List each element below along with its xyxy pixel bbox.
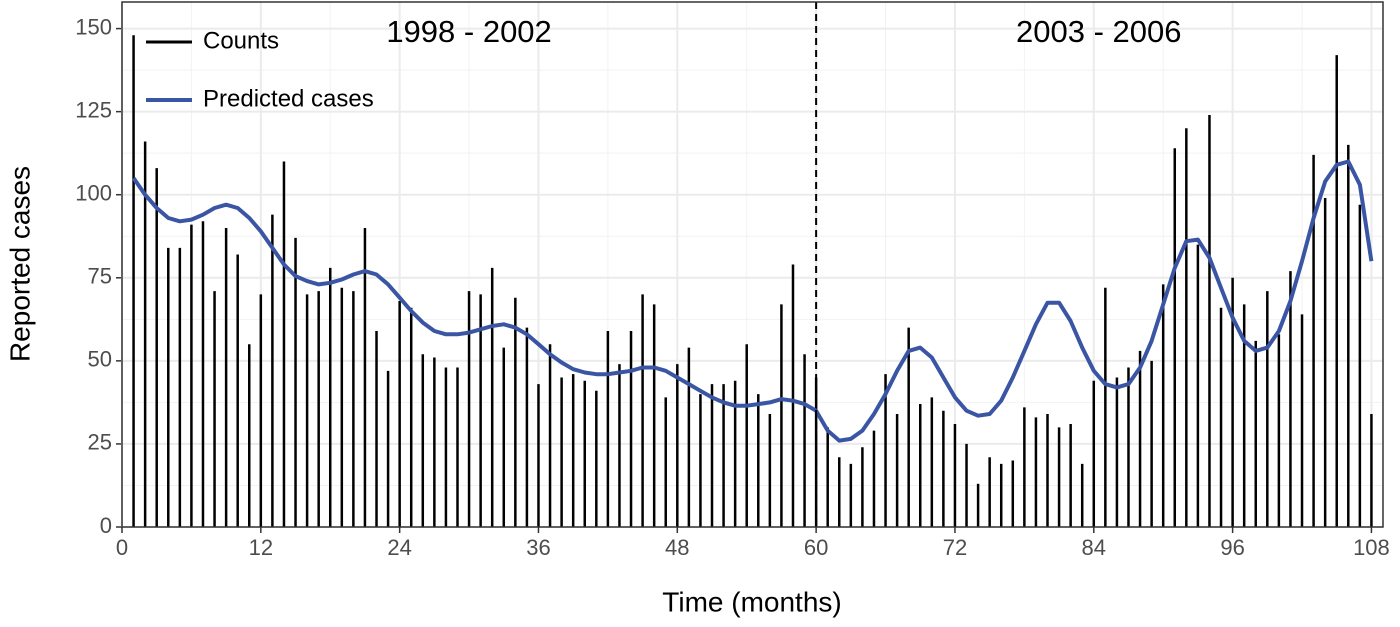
- x-tick-label: 60: [804, 535, 828, 560]
- legend-label: Counts: [203, 27, 279, 54]
- panel-border: [121, 1, 1384, 528]
- y-tick-label: 25: [88, 430, 112, 455]
- y-tick-label: 75: [88, 264, 112, 289]
- y-tick-label: 0: [100, 513, 112, 538]
- x-tick-label: 0: [116, 535, 128, 560]
- period-label: 1998 - 2002: [386, 14, 551, 49]
- x-tick-label: 84: [1082, 535, 1106, 560]
- x-tick-label: 48: [665, 535, 689, 560]
- x-tick-label: 108: [1353, 535, 1390, 560]
- x-tick-label: 36: [526, 535, 550, 560]
- x-axis-label: Time (months): [662, 586, 841, 617]
- predicted-line: [131, 159, 1374, 443]
- y-tick-label: 50: [88, 347, 112, 372]
- x-tick-label: 96: [1220, 535, 1244, 560]
- y-tick-label: 100: [75, 181, 112, 206]
- y-axis-label: Reported cases: [4, 166, 35, 362]
- legend-label: Predicted cases: [203, 85, 374, 112]
- y-tick-label: 150: [75, 14, 112, 39]
- x-tick-label: 24: [387, 535, 411, 560]
- y-tick-label: 125: [75, 97, 112, 122]
- period-label: 2003 - 2006: [1016, 14, 1181, 49]
- x-tick-label: 72: [943, 535, 967, 560]
- x-tick-label: 12: [249, 535, 273, 560]
